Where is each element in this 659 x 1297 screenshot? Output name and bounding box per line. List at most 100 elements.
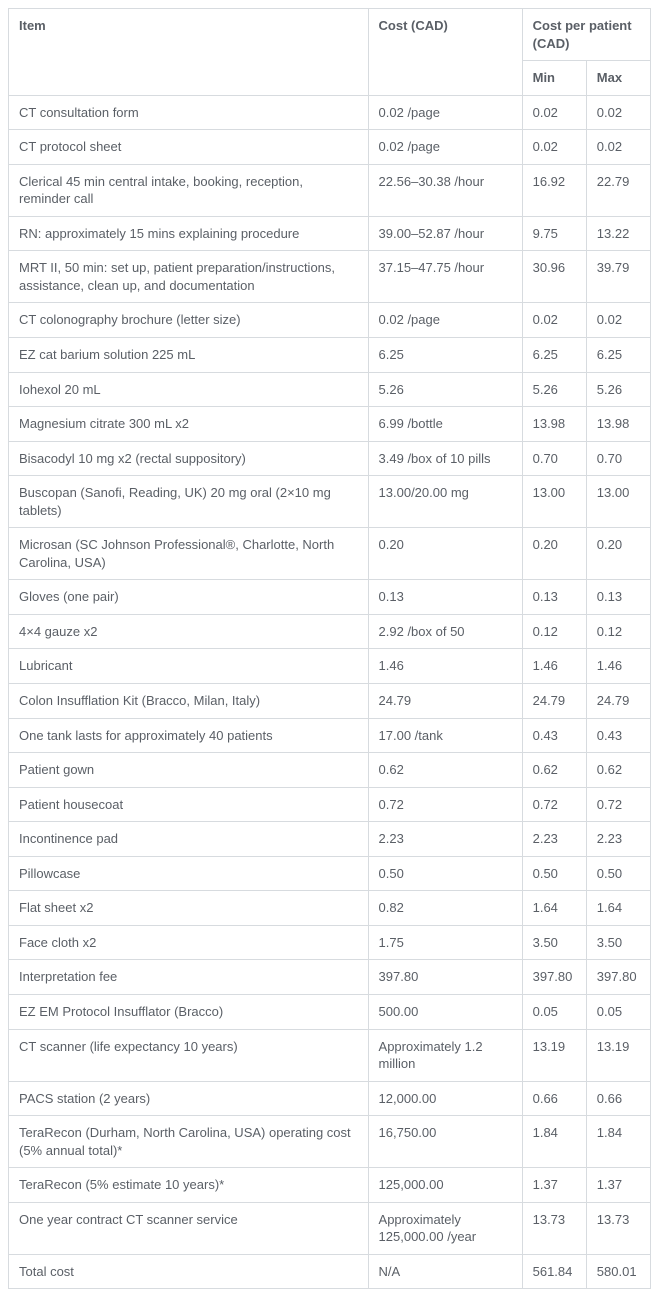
cell-item: PACS station (2 years): [9, 1081, 369, 1116]
table-row: Flat sheet x20.821.641.64: [9, 891, 651, 926]
table-row: TeraRecon (Durham, North Carolina, USA) …: [9, 1116, 651, 1168]
cell-max: 6.25: [586, 338, 650, 373]
table-row: EZ cat barium solution 225 mL6.256.256.2…: [9, 338, 651, 373]
cell-cost: 1.75: [368, 925, 522, 960]
cell-item: CT consultation form: [9, 95, 369, 130]
header-item: Item: [9, 9, 369, 96]
cell-cost: Approximately 125,000.00 /year: [368, 1202, 522, 1254]
cell-item: Clerical 45 min central intake, booking,…: [9, 164, 369, 216]
cell-min: 13.73: [522, 1202, 586, 1254]
table-row: One year contract CT scanner serviceAppr…: [9, 1202, 651, 1254]
cell-cost: 125,000.00: [368, 1168, 522, 1203]
cell-min: 1.46: [522, 649, 586, 684]
cell-cost: N/A: [368, 1254, 522, 1289]
cell-min: 0.13: [522, 580, 586, 615]
table-header: Item Cost (CAD) Cost per patient (CAD) M…: [9, 9, 651, 96]
cell-item: RN: approximately 15 mins explaining pro…: [9, 216, 369, 251]
table-row: EZ EM Protocol Insufflator (Bracco)500.0…: [9, 994, 651, 1029]
table-row: TeraRecon (5% estimate 10 years)*125,000…: [9, 1168, 651, 1203]
cell-min: 9.75: [522, 216, 586, 251]
cell-item: Bisacodyl 10 mg x2 (rectal suppository): [9, 441, 369, 476]
cell-cost: 0.72: [368, 787, 522, 822]
table-row: Pillowcase0.500.500.50: [9, 856, 651, 891]
cell-item: One year contract CT scanner service: [9, 1202, 369, 1254]
cell-item: TeraRecon (Durham, North Carolina, USA) …: [9, 1116, 369, 1168]
table-row: Magnesium citrate 300 mL x26.99 /bottle1…: [9, 407, 651, 442]
cell-item: Magnesium citrate 300 mL x2: [9, 407, 369, 442]
cell-item: Patient gown: [9, 753, 369, 788]
cell-item: Microsan (SC Johnson Professional®, Char…: [9, 528, 369, 580]
cell-max: 3.50: [586, 925, 650, 960]
cell-min: 1.37: [522, 1168, 586, 1203]
cell-max: 0.66: [586, 1081, 650, 1116]
cell-min: 0.02: [522, 95, 586, 130]
table-row: MRT II, 50 min: set up, patient preparat…: [9, 251, 651, 303]
cell-cost: 5.26: [368, 372, 522, 407]
cell-max: 0.43: [586, 718, 650, 753]
table-row: RN: approximately 15 mins explaining pro…: [9, 216, 651, 251]
table-row: Gloves (one pair)0.130.130.13: [9, 580, 651, 615]
cell-min: 0.12: [522, 614, 586, 649]
table-row: Bisacodyl 10 mg x2 (rectal suppository)3…: [9, 441, 651, 476]
cell-item: Interpretation fee: [9, 960, 369, 995]
cell-cost: 16,750.00: [368, 1116, 522, 1168]
cell-max: 0.05: [586, 994, 650, 1029]
cell-cost: Approximately 1.2 million: [368, 1029, 522, 1081]
cell-max: 13.98: [586, 407, 650, 442]
table-row: Iohexol 20 mL5.265.265.26: [9, 372, 651, 407]
cell-cost: 39.00–52.87 /hour: [368, 216, 522, 251]
cell-min: 397.80: [522, 960, 586, 995]
cell-max: 2.23: [586, 822, 650, 857]
cell-cost: 0.02 /page: [368, 130, 522, 165]
cell-item: CT scanner (life expectancy 10 years): [9, 1029, 369, 1081]
cell-min: 30.96: [522, 251, 586, 303]
cell-item: Flat sheet x2: [9, 891, 369, 926]
cell-item: Colon Insufflation Kit (Bracco, Milan, I…: [9, 684, 369, 719]
cell-max: 0.72: [586, 787, 650, 822]
table-row: Patient housecoat0.720.720.72: [9, 787, 651, 822]
cell-max: 0.70: [586, 441, 650, 476]
cell-min: 0.02: [522, 303, 586, 338]
cell-max: 0.62: [586, 753, 650, 788]
cell-max: 39.79: [586, 251, 650, 303]
table-row: CT colonography brochure (letter size)0.…: [9, 303, 651, 338]
cell-max: 0.02: [586, 303, 650, 338]
cell-item: EZ EM Protocol Insufflator (Bracco): [9, 994, 369, 1029]
cell-item: Incontinence pad: [9, 822, 369, 857]
cell-max: 13.73: [586, 1202, 650, 1254]
cell-min: 0.20: [522, 528, 586, 580]
table-body: CT consultation form0.02 /page0.020.02CT…: [9, 95, 651, 1289]
table-row: Incontinence pad2.232.232.23: [9, 822, 651, 857]
cell-min: 0.05: [522, 994, 586, 1029]
cell-min: 13.19: [522, 1029, 586, 1081]
cell-min: 6.25: [522, 338, 586, 373]
cell-cost: 2.23: [368, 822, 522, 857]
cell-cost: 2.92 /box of 50: [368, 614, 522, 649]
table-row: 4×4 gauze x22.92 /box of 500.120.12: [9, 614, 651, 649]
cell-item: One tank lasts for approximately 40 pati…: [9, 718, 369, 753]
cell-max: 0.02: [586, 95, 650, 130]
table-row: Microsan (SC Johnson Professional®, Char…: [9, 528, 651, 580]
cell-min: 0.02: [522, 130, 586, 165]
cell-max: 0.13: [586, 580, 650, 615]
cell-item: CT protocol sheet: [9, 130, 369, 165]
table-row: PACS station (2 years)12,000.000.660.66: [9, 1081, 651, 1116]
table-row: Lubricant1.461.461.46: [9, 649, 651, 684]
table-row: Face cloth x21.753.503.50: [9, 925, 651, 960]
cell-cost: 500.00: [368, 994, 522, 1029]
cell-cost: 0.82: [368, 891, 522, 926]
cell-cost: 0.02 /page: [368, 95, 522, 130]
cost-table: Item Cost (CAD) Cost per patient (CAD) M…: [8, 8, 651, 1289]
table-row: One tank lasts for approximately 40 pati…: [9, 718, 651, 753]
cell-cost: 0.20: [368, 528, 522, 580]
cell-min: 16.92: [522, 164, 586, 216]
table-row: Patient gown0.620.620.62: [9, 753, 651, 788]
header-max: Max: [586, 61, 650, 96]
cell-item: Face cloth x2: [9, 925, 369, 960]
cell-item: Lubricant: [9, 649, 369, 684]
cell-max: 13.22: [586, 216, 650, 251]
table-row: CT scanner (life expectancy 10 years)App…: [9, 1029, 651, 1081]
table-row: Total costN/A561.84580.01: [9, 1254, 651, 1289]
cell-min: 5.26: [522, 372, 586, 407]
cell-cost: 0.50: [368, 856, 522, 891]
